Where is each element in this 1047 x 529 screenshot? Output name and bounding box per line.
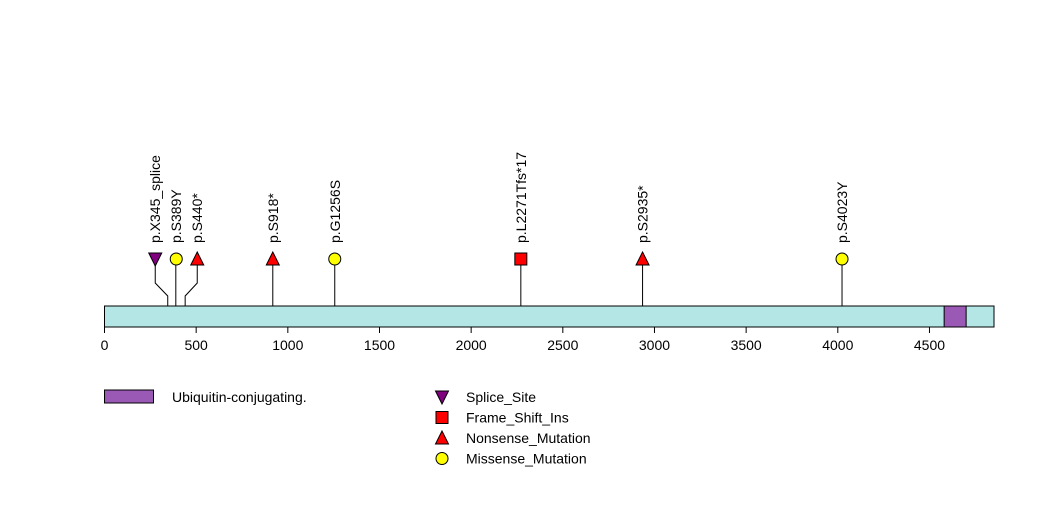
x-tick-label: 1000 <box>272 337 303 353</box>
mutation-stems <box>154 259 843 306</box>
domain-Ubiquitin-conjugating. <box>943 305 967 328</box>
x-tick-label: 500 <box>184 337 208 353</box>
mutation-label: p.S440* <box>189 193 205 243</box>
legend-Missense_Mutation-label: Missense_Mutation <box>466 451 587 467</box>
protein-track <box>104 305 995 328</box>
x-tick-label: 0 <box>101 337 109 353</box>
x-tick-label: 1500 <box>364 337 395 353</box>
mutation-label: p.S389Y <box>168 189 184 243</box>
mutation-label: p.S2935* <box>635 185 651 243</box>
x-tick-label: 2000 <box>456 337 487 353</box>
mutation-label: p.X345_splice <box>147 155 163 243</box>
stem-p.S440* <box>184 259 198 306</box>
legend-Frame_Shift_Ins-label: Frame_Shift_Ins <box>466 410 569 426</box>
legend-Nonsense_Mutation-label: Nonsense_Mutation <box>466 430 591 446</box>
legend-Splice_Site-label: Splice_Site <box>466 389 536 405</box>
mutation-label: p.S918* <box>265 193 281 243</box>
mutation-type-legend: Splice_Site Frame_Shift_Ins Nonsense_Mutat… <box>434 389 591 467</box>
x-tick-label: 2500 <box>547 337 578 353</box>
marker-p.S440* <box>189 250 205 266</box>
x-tick-label: 4500 <box>914 337 945 353</box>
marker-p.G1256S <box>328 252 342 266</box>
marker-p.L2271Tfs*17 <box>514 252 528 266</box>
marker-p.S389Y <box>169 252 183 266</box>
legend-Frame_Shift_Ins-icon <box>435 411 449 424</box>
x-tick-label: 3500 <box>731 337 762 353</box>
marker-p.S2935* <box>635 250 650 266</box>
domain-legend-label: Ubiquitin-conjugating. <box>172 389 307 405</box>
domain-legend: Ubiquitin-conjugating. <box>104 389 307 405</box>
legend-Splice_Site-icon <box>434 390 450 406</box>
x-tick-label: 4000 <box>822 337 853 353</box>
x-tick-label: 3000 <box>639 337 670 353</box>
marker-p.S4023Y <box>835 252 849 266</box>
stem-p.X345_splice <box>154 259 169 306</box>
mutation-labels: p.X345_splice p.S389Y p.S440* p.S918* p.G125… <box>147 152 850 243</box>
mutation-label: p.S4023Y <box>834 181 850 243</box>
marker-p.X345_splice <box>147 252 163 268</box>
mutation-label: p.G1256S <box>327 180 343 243</box>
domain-legend-swatch <box>104 389 154 404</box>
legend-Missense_Mutation-icon <box>435 452 449 465</box>
marker-p.S918* <box>265 250 281 266</box>
mutation-markers <box>147 250 849 268</box>
x-axis: 0 500 1000 1500 2000 2500 3000 3500 4000 4500 <box>101 326 945 353</box>
legend-Nonsense_Mutation-icon <box>434 429 450 445</box>
protein-bar <box>104 305 995 328</box>
mutation-label: p.L2271Tfs*17 <box>513 152 529 243</box>
